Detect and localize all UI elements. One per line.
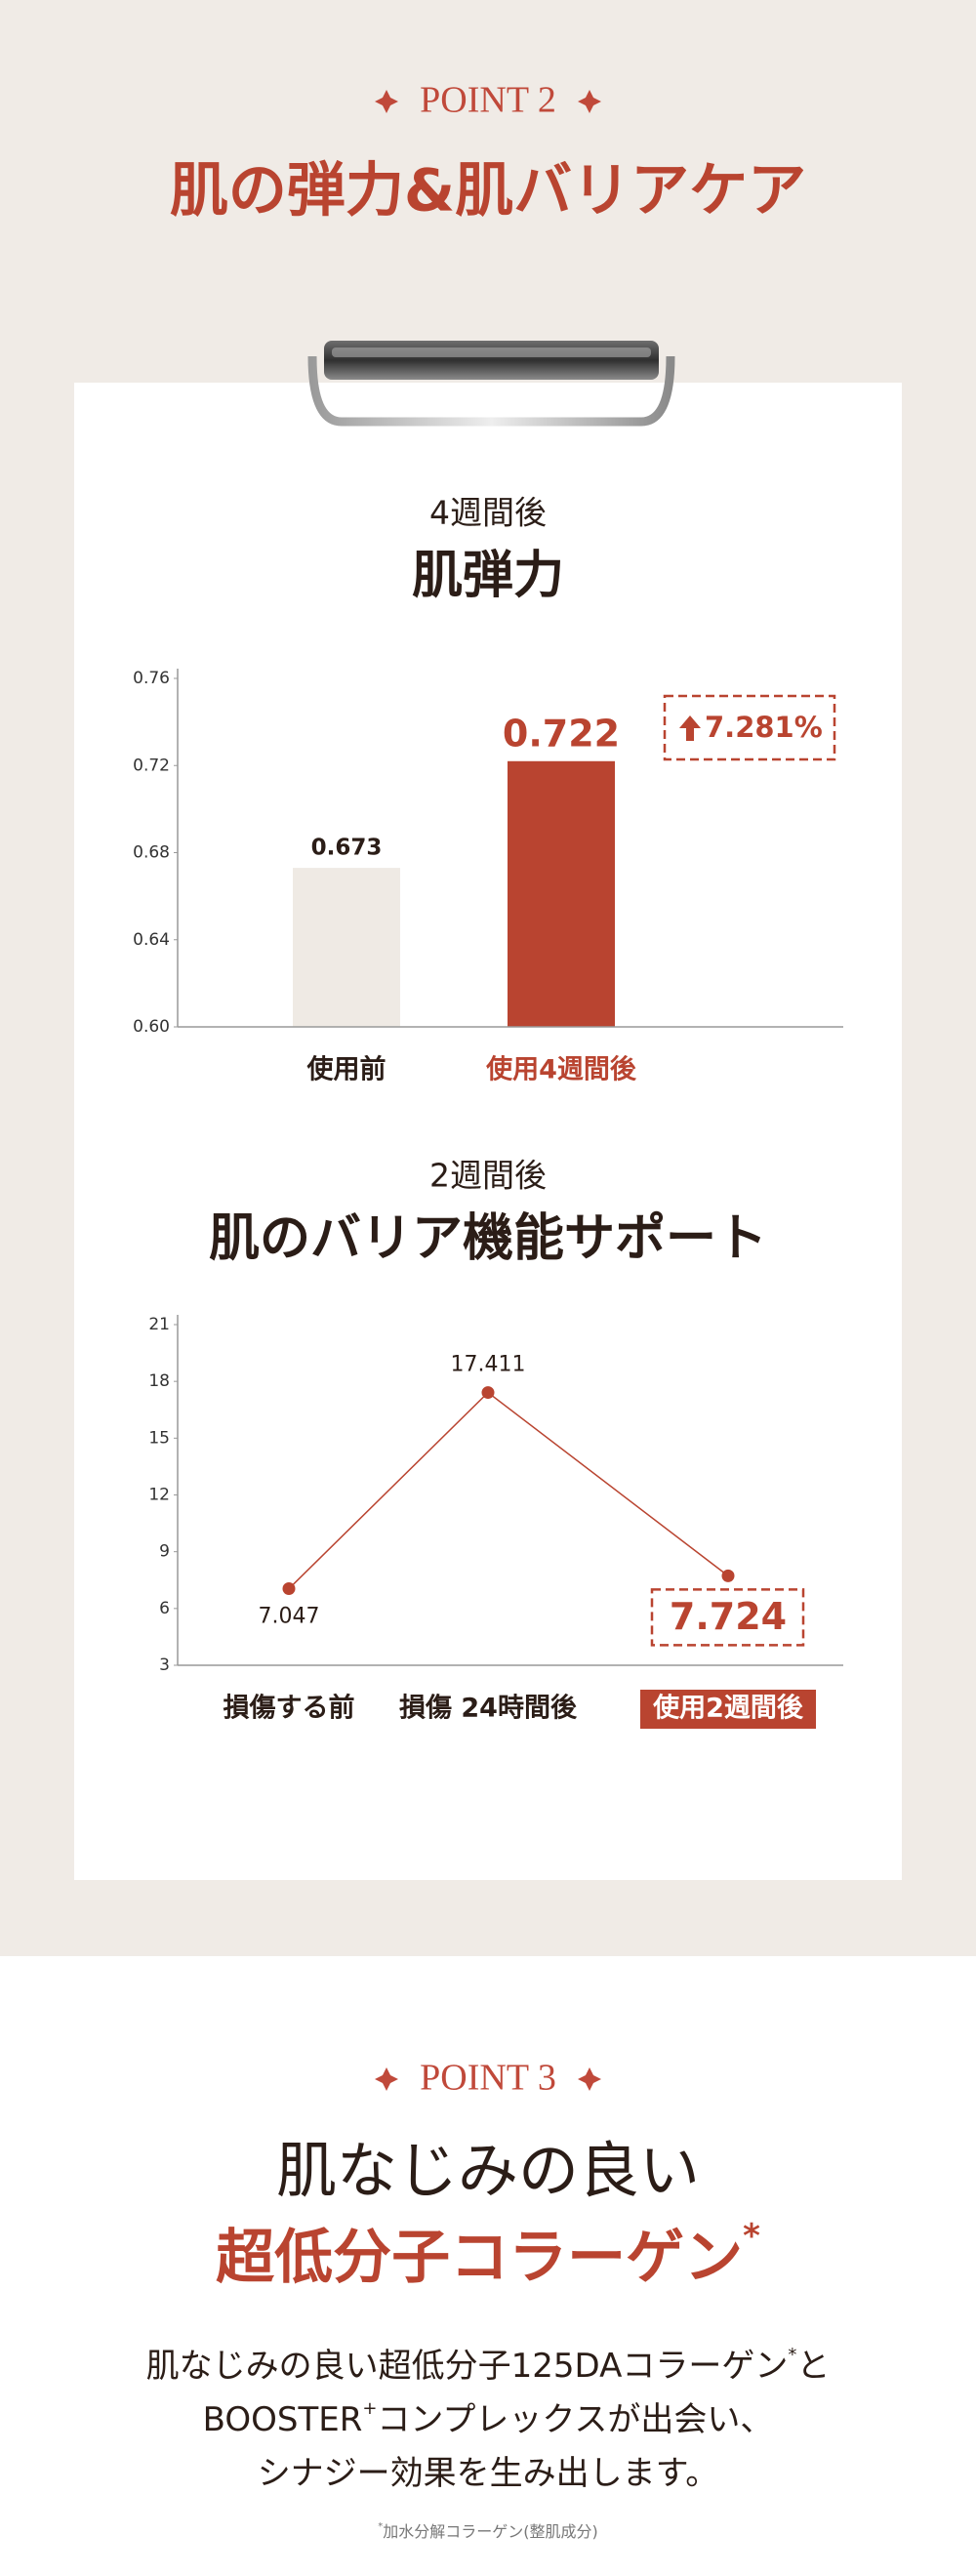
- point: [721, 1569, 735, 1582]
- annotation: 7.281%: [705, 711, 823, 744]
- y-tick-label: 0.76: [133, 669, 170, 688]
- superscript: *: [378, 2521, 383, 2532]
- body-line: BOOSTER+コンプレックスが出会い、: [203, 2398, 774, 2439]
- y-tick-label: 9: [159, 1542, 170, 1562]
- chart-subtitle: 4週間後: [429, 494, 547, 532]
- y-tick-label: 0.60: [133, 1017, 170, 1037]
- value-box: [650, 1588, 805, 1647]
- value-label: 7.047: [259, 1605, 320, 1629]
- y-tick-label: 6: [159, 1599, 170, 1618]
- clip-shine: [332, 348, 651, 357]
- section-bg: [0, 1956, 976, 2576]
- value-label: 0.673: [311, 836, 383, 861]
- clip: [324, 341, 659, 380]
- y-tick-label: 12: [148, 1486, 170, 1505]
- body-text: BOOSTER: [203, 2400, 363, 2439]
- y-tick-label: 15: [148, 1428, 170, 1448]
- x-tick-label: 使用4週間後: [485, 1055, 637, 1085]
- body-text: と: [796, 2347, 830, 2386]
- point: [282, 1582, 296, 1596]
- body-text: 肌なじみの良い超低分子125DAコラーゲン: [146, 2347, 789, 2386]
- point-label: POINT 3: [420, 2058, 556, 2099]
- y-tick-label: 18: [148, 1371, 170, 1391]
- card: [74, 383, 902, 1880]
- bar: [293, 868, 400, 1027]
- value-label: 17.411: [451, 1353, 526, 1377]
- point: [481, 1386, 495, 1400]
- body-line: 肌なじみの良い超低分子125DAコラーゲン*と: [146, 2345, 831, 2386]
- y-tick-label: 0.68: [133, 843, 170, 863]
- chart-title: 肌のバリア機能サポート: [209, 1209, 767, 1268]
- x-tick-label: 損傷 24時間後: [399, 1694, 578, 1724]
- y-tick-label: 3: [159, 1656, 170, 1675]
- chart-subtitle: 2週間後: [429, 1157, 547, 1195]
- y-tick-label: 21: [148, 1315, 170, 1334]
- section-title: 肌の弾力&肌バリアケア: [170, 157, 806, 225]
- superscript: *: [788, 2345, 796, 2365]
- annotation-box: [663, 694, 836, 761]
- superscript: +: [362, 2398, 377, 2419]
- star: [375, 2067, 398, 2091]
- point-label: POINT 2: [420, 80, 556, 121]
- body-line: シナジー効果を生み出します。: [258, 2454, 719, 2493]
- star: [578, 2067, 601, 2091]
- value-label: 0.722: [503, 712, 620, 755]
- value-label: 7.724: [670, 1595, 787, 1638]
- x-tick-label: 使用2週間後: [652, 1694, 804, 1724]
- section-title: 肌なじみの良い: [276, 2135, 700, 2206]
- x-tick-label: 損傷する前: [224, 1693, 355, 1724]
- bar: [508, 760, 615, 1027]
- chart-title: 肌弾力: [412, 547, 564, 605]
- y-tick-label: 0.64: [133, 930, 170, 950]
- category-highlight: [640, 1690, 816, 1729]
- y-tick-label: 0.72: [133, 756, 170, 775]
- star: [375, 90, 398, 113]
- section-title: 超低分子コラーゲン*: [216, 2217, 760, 2292]
- footnote: *加水分解コラーゲン(整肌成分): [378, 2521, 598, 2541]
- star: [578, 90, 601, 113]
- title-mark: *: [743, 2217, 760, 2256]
- x-tick-label: 使用前: [306, 1054, 386, 1085]
- body-text: コンプレックスが出会い、: [377, 2400, 773, 2439]
- footnote-text: 加水分解コラーゲン(整肌成分): [383, 2522, 598, 2541]
- up-arrow: [679, 716, 701, 741]
- title-text: 超低分子コラーゲン: [216, 2224, 743, 2292]
- body-text: シナジー効果を生み出します。: [258, 2454, 719, 2493]
- clip-ring: [307, 355, 675, 427]
